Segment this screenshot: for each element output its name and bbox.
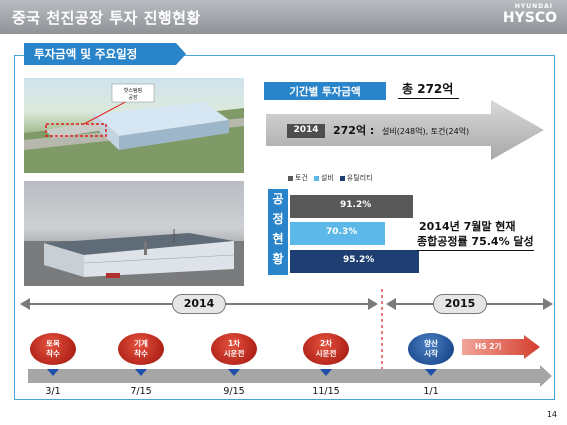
timeline-left-arrowhead (20, 298, 30, 310)
construction-site-photo (24, 181, 244, 286)
milestone-civil-start: 토목 착수 (30, 333, 76, 365)
timeline-graphic (20, 289, 553, 387)
progress-vertical-label: 공 정 현 황 (268, 189, 288, 275)
milestone-marker (425, 369, 437, 376)
status-achievement: 종합공정률 75.4% 달성 (417, 233, 534, 251)
factory-sign-text-2: 공장 (128, 94, 138, 101)
investment-total: 총 272억 (398, 80, 460, 99)
milestone-line2: 시운전 (223, 349, 245, 358)
content-frame (14, 55, 555, 400)
milestone-date: 3/1 (45, 386, 61, 397)
milestone-line2: 착수 (134, 349, 148, 358)
milestone-date: 9/15 (223, 386, 245, 397)
milestone-markers (47, 369, 437, 376)
milestone-marker (320, 369, 332, 376)
progress-bar-value: 70.3% (326, 227, 358, 237)
milestone-marker (228, 369, 240, 376)
investment-label: 기간별 투자금액 (264, 82, 386, 100)
milestone-mechanical-start: 기계 착수 (118, 333, 164, 365)
legend-swatch (313, 175, 319, 181)
legend-label: 설비 (320, 174, 334, 182)
milestone-line2: 착수 (46, 349, 60, 358)
milestone-date: 11/15 (312, 386, 340, 397)
progress-label-char: 정 (272, 212, 284, 226)
section-title: 투자금액 및 주요일정 (24, 43, 186, 65)
next-phase-arrow (462, 335, 540, 359)
factory-aerial-photo: 핫스탬핑 공장 (24, 78, 244, 173)
legend-item-equipment: 설비 (313, 173, 334, 183)
legend-swatch (339, 175, 345, 181)
milestone-line1: 토목 (46, 339, 60, 348)
milestone-date: 1/1 (423, 386, 439, 397)
brand-logo: HYSCO (502, 10, 557, 26)
milestone-line2: 시운전 (315, 349, 337, 358)
investment-amount: 272억 : (333, 124, 375, 137)
year-label-2014: 2014 (172, 294, 226, 314)
milestone-date: 7/15 (130, 386, 152, 397)
header-bar: 중국 천진공장 투자 진행현황 HYUNDAI HYSCO (0, 0, 567, 34)
progress-label-char: 현 (272, 232, 284, 246)
timeline-2015-start-arrowhead (386, 298, 396, 310)
progress-label-char: 황 (272, 252, 284, 266)
milestone-line1: 2차 (319, 339, 333, 348)
factory-sign-text: 핫스탬핑 (124, 87, 142, 94)
page-number: 14 (546, 410, 557, 419)
timeline-2014-end-arrowhead (368, 298, 378, 310)
milestone-second-trial: 2차 시운전 (303, 333, 349, 365)
milestone-mass-production: 양산 시작 (408, 333, 454, 365)
milestone-marker (47, 369, 59, 376)
progress-bar-value: 95.2% (343, 255, 375, 265)
milestone-marker (135, 369, 147, 376)
progress-bar-civil: 91.2% (290, 195, 413, 218)
investment-detail: 설비(248억), 토건(24억) (382, 127, 470, 136)
progress-legend: 토건 설비 유틸리티 (288, 173, 373, 183)
brand-parent-name: HYUNDAI (514, 3, 553, 10)
milestone-first-trial: 1차 시운전 (211, 333, 257, 365)
milestone-line2: 시작 (424, 349, 438, 358)
page-title: 중국 천진공장 투자 진행현황 (12, 9, 201, 27)
legend-swatch (288, 175, 293, 181)
milestone-line1: 양산 (424, 339, 438, 348)
progress-bar-utility: 95.2% (290, 250, 419, 273)
progress-bar-value: 91.2% (340, 200, 372, 210)
progress-label-char: 공 (272, 192, 284, 206)
timeline-axis-arrow (28, 365, 552, 387)
status-date: 2014년 7월말 현재 (419, 220, 516, 233)
investment-year: 2014 (287, 124, 325, 138)
year-label-2015: 2015 (433, 294, 487, 314)
investment-arrow (266, 100, 544, 160)
legend-item-utility: 유틸리티 (339, 173, 373, 183)
milestone-line1: 기계 (134, 339, 148, 348)
next-phase-label: HS 2기 (475, 342, 502, 351)
progress-bar-equipment: 70.3% (290, 222, 385, 245)
legend-label: 유틸리티 (346, 174, 373, 182)
legend-label: 토건 (295, 174, 308, 182)
timeline-right-arrowhead (543, 298, 553, 310)
legend-item-civil: 토건 (288, 173, 308, 183)
milestone-line1: 1차 (227, 339, 241, 348)
